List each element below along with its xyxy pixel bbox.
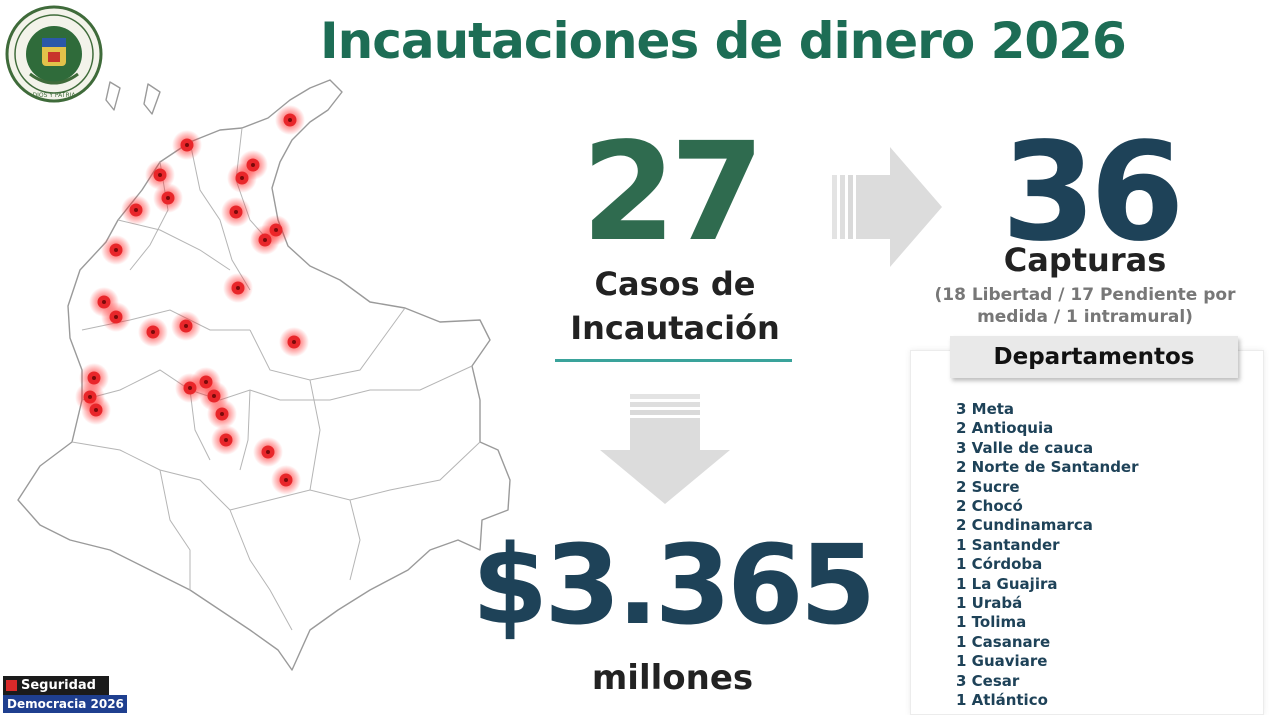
seizure-marker bbox=[101, 235, 131, 265]
svg-text:DIOS Y PATRIA: DIOS Y PATRIA bbox=[33, 92, 77, 99]
seizure-marker bbox=[101, 302, 131, 332]
captures-count: 36 bbox=[1001, 114, 1184, 272]
department-item: 3 Meta bbox=[956, 400, 1015, 418]
department-item: 2 Chocó bbox=[956, 497, 1023, 516]
arrow-down-icon bbox=[600, 394, 730, 504]
seizure-marker bbox=[223, 273, 253, 303]
department-item: 3 Cesar bbox=[956, 671, 1020, 690]
money-unit-label: millones bbox=[591, 658, 754, 698]
captures-label: Capturas bbox=[1003, 241, 1167, 279]
seizure-marker bbox=[153, 183, 183, 213]
department-item: 3 Valle de cauca bbox=[956, 438, 1094, 457]
police-emblem-logo: DIOS Y PATRIA bbox=[5, 5, 103, 103]
departments-panel bbox=[910, 350, 1264, 715]
departments-header: Departamentos bbox=[950, 336, 1238, 378]
flag-icon bbox=[6, 680, 17, 691]
department-item: 1 Guaviare bbox=[956, 652, 1048, 671]
captures-detail: (18 Libertad / 17 Pendiente por medida /… bbox=[925, 284, 1245, 330]
footer-logo-line1: Seguridad bbox=[3, 676, 109, 695]
seizure-marker bbox=[207, 399, 237, 429]
department-item: 1 Santander bbox=[956, 535, 1060, 554]
island bbox=[143, 83, 161, 115]
department-item: 1 Urabá bbox=[956, 594, 1023, 613]
seizure-marker bbox=[271, 465, 301, 495]
department-item: 2 Sucre bbox=[956, 477, 1020, 496]
page-title: Incautaciones de dinero 2026 bbox=[320, 12, 1127, 70]
department-item: 2 Antioquia bbox=[956, 419, 1054, 438]
footer-logo-line2: Democracia 2026 bbox=[3, 695, 127, 713]
captures-detail-line1: (18 Libertad / 17 Pendiente por bbox=[934, 285, 1236, 305]
seizure-marker bbox=[227, 163, 257, 193]
money-amount: $3.365 bbox=[471, 521, 876, 649]
department-item: 2 Norte de Santander bbox=[956, 458, 1139, 477]
seizure-marker bbox=[275, 105, 305, 135]
seizure-markers bbox=[75, 105, 309, 495]
island bbox=[105, 81, 121, 111]
seizure-marker bbox=[81, 395, 111, 425]
seizure-marker bbox=[211, 425, 241, 455]
seizure-marker bbox=[250, 225, 280, 255]
cases-count: 27 bbox=[581, 114, 764, 272]
department-item: 2 Cundinamarca bbox=[956, 516, 1093, 535]
colombia-map bbox=[17, 79, 511, 671]
cases-underline bbox=[555, 359, 792, 362]
department-item: 1 La Guajira bbox=[956, 574, 1058, 593]
captures-detail-line2: medida / 1 intramural) bbox=[977, 307, 1193, 327]
footer-logo-year: 2026 bbox=[90, 697, 124, 711]
seizure-marker bbox=[221, 197, 251, 227]
country-outline bbox=[17, 79, 511, 671]
cases-label-line1: Casos de bbox=[594, 265, 756, 303]
cases-label: Casos de Incautación bbox=[530, 262, 820, 352]
seizure-marker bbox=[171, 311, 201, 341]
footer-logo-democracia: Democracia bbox=[7, 697, 87, 711]
department-item: 1 Tolima bbox=[956, 613, 1027, 632]
departments-list: 3 Meta 2 Antioquia 3 Valle de cauca 2 Norte… bbox=[956, 400, 1256, 710]
department-item: 1 Córdoba bbox=[956, 555, 1043, 574]
cases-label-line2: Incautación bbox=[570, 309, 780, 347]
seizure-marker bbox=[279, 327, 309, 357]
seizure-marker bbox=[138, 317, 168, 347]
seizure-marker bbox=[121, 195, 151, 225]
seizure-marker bbox=[145, 160, 175, 190]
department-item: 1 Atlántico bbox=[956, 691, 1048, 710]
seizure-marker bbox=[253, 437, 283, 467]
arrow-right-icon bbox=[832, 147, 942, 267]
department-item: 1 Casanare bbox=[956, 632, 1051, 651]
seizure-marker bbox=[172, 130, 202, 160]
